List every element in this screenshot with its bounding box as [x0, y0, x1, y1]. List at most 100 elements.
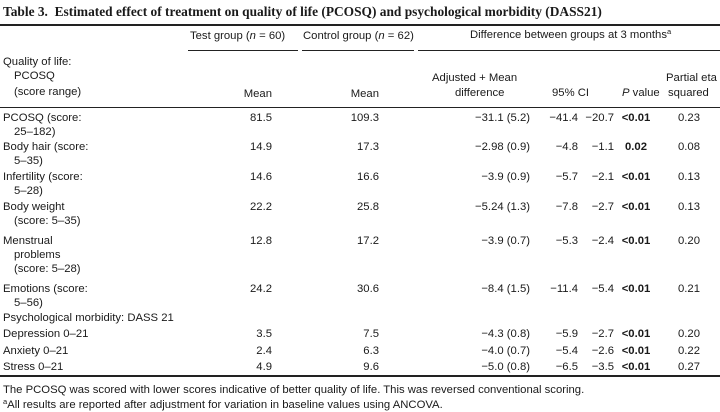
eta-header-line1: Partial eta [666, 72, 717, 84]
table-label: Table 3. [3, 4, 48, 19]
qol-header-line2: PCOSQ [14, 70, 55, 82]
mean-control-cell: 109.3 [350, 112, 379, 124]
mean-control-header: Mean [350, 88, 379, 100]
mean-test-cell: 3.5 [256, 328, 272, 340]
adjusted-difference-cell: −4.0 (0.7) [481, 345, 530, 357]
table-caption: Estimated effect of treatment on quality… [54, 4, 602, 19]
mean-control-cell: 16.6 [357, 171, 379, 183]
ci-lower-cell: −5.4 [555, 345, 578, 357]
row-label: 5–56) [14, 297, 43, 309]
test-group-header: Test group (n = 60) [190, 30, 286, 42]
ci-lower-cell: −7.8 [555, 201, 578, 213]
p-value-cell: <0.01 [621, 283, 651, 295]
row-label: PCOSQ (score: [3, 112, 82, 124]
ci-upper-cell: −3.5 [591, 361, 614, 373]
eta-squared-cell: 0.13 [678, 171, 700, 183]
footnote-ancova: aAll results are reported after adjustme… [3, 397, 443, 411]
row-label: problems [14, 249, 61, 261]
difference-underline [418, 50, 720, 51]
p-value-cell: <0.01 [621, 361, 651, 373]
eta-squared-cell: 0.13 [678, 201, 700, 213]
eta-header-line2: squared [668, 87, 709, 99]
ci-lower-cell: −41.4 [549, 112, 578, 124]
ci-lower-cell: −5.9 [555, 328, 578, 340]
p-value-cell: <0.01 [621, 235, 651, 247]
mean-test-cell: 22.2 [250, 201, 272, 213]
p-value-cell: <0.01 [621, 328, 651, 340]
mean-test-cell: 4.9 [256, 361, 272, 373]
ci-upper-cell: −2.7 [591, 201, 614, 213]
eta-squared-cell: 0.20 [678, 328, 700, 340]
adjusted-difference-cell: −3.9 (0.9) [481, 171, 530, 183]
mean-control-cell: 30.6 [357, 283, 379, 295]
mean-test-cell: 81.5 [250, 112, 272, 124]
eta-squared-cell: 0.20 [678, 235, 700, 247]
eta-squared-cell: 0.08 [678, 141, 700, 153]
mean-test-cell: 14.6 [250, 171, 272, 183]
row-label: 5–28) [14, 185, 43, 197]
p-value-cell: 0.02 [625, 141, 647, 153]
bottom-rule [0, 375, 720, 377]
row-label: Body weight [3, 201, 65, 213]
top-rule [0, 24, 720, 26]
row-label: 25–182) [14, 126, 56, 138]
p-value-cell: <0.01 [621, 171, 651, 183]
table-title: Table 3. Estimated effect of treatment o… [3, 1, 602, 23]
ci-lower-cell: −5.7 [555, 171, 578, 183]
row-label: Stress 0–21 [3, 361, 64, 373]
row-label: Psychological morbidity: DASS 21 [3, 312, 174, 324]
row-label: Menstrual [3, 235, 53, 247]
row-label: Anxiety 0–21 [3, 345, 69, 357]
mean-test-cell: 14.9 [250, 141, 272, 153]
ci-upper-cell: −20.7 [585, 112, 614, 124]
mean-control-cell: 17.3 [357, 141, 379, 153]
row-label: (score: 5–28) [14, 263, 81, 275]
ci-upper-cell: −1.1 [591, 141, 614, 153]
p-value-cell: <0.01 [621, 112, 651, 124]
control-group-underline [302, 50, 414, 51]
mean-test-header: Mean [243, 88, 272, 100]
mean-control-cell: 25.8 [357, 201, 379, 213]
mean-control-cell: 17.2 [357, 235, 379, 247]
row-label: Depression 0–21 [3, 328, 89, 340]
adjusted-difference-cell: −3.9 (0.7) [481, 235, 530, 247]
mean-control-cell: 6.3 [363, 345, 379, 357]
ci-upper-cell: −2.4 [591, 235, 614, 247]
adjusted-difference-cell: −4.3 (0.8) [481, 328, 530, 340]
eta-squared-cell: 0.27 [678, 361, 700, 373]
qol-header-line3: (score range) [14, 86, 82, 98]
control-group-header: Control group (n = 62) [303, 30, 414, 42]
difference-header: Difference between groups at 3 monthsa [470, 27, 672, 41]
adjusted-header-line1: Adjusted + Mean [432, 72, 518, 84]
ci-header: 95% CI [552, 87, 590, 99]
p-value-cell: <0.01 [621, 345, 651, 357]
row-label: Infertility (score: [3, 171, 83, 183]
adjusted-difference-cell: −5.24 (1.3) [475, 201, 530, 213]
p-value-cell: <0.01 [621, 201, 651, 213]
adjusted-difference-cell: −2.98 (0.9) [475, 141, 530, 153]
ci-lower-cell: −11.4 [550, 283, 578, 295]
eta-squared-cell: 0.23 [678, 112, 700, 124]
mean-control-cell: 9.6 [363, 361, 379, 373]
row-label: 5–35) [14, 155, 43, 167]
ci-upper-cell: −2.7 [591, 328, 614, 340]
adjusted-difference-cell: −5.0 (0.8) [481, 361, 530, 373]
header-rule [0, 107, 720, 108]
row-label: Emotions (score: [3, 283, 88, 295]
mean-test-cell: 2.4 [256, 345, 272, 357]
mean-control-cell: 7.5 [363, 328, 379, 340]
adjusted-header-line2: difference [455, 87, 505, 99]
ci-upper-cell: −2.6 [591, 345, 614, 357]
ci-lower-cell: −6.5 [555, 361, 578, 373]
test-group-underline [188, 50, 298, 51]
mean-test-cell: 24.2 [250, 283, 272, 295]
eta-squared-cell: 0.22 [678, 345, 700, 357]
p-value-header: P value [622, 87, 660, 99]
mean-test-cell: 12.8 [250, 235, 272, 247]
ci-lower-cell: −4.8 [555, 141, 578, 153]
row-label: Body hair (score: [3, 141, 89, 153]
adjusted-difference-cell: −31.1 (5.2) [475, 112, 530, 124]
adjusted-difference-cell: −8.4 (1.5) [481, 283, 530, 295]
footnote-scoring: The PCOSQ was scored with lower scores i… [3, 384, 585, 396]
